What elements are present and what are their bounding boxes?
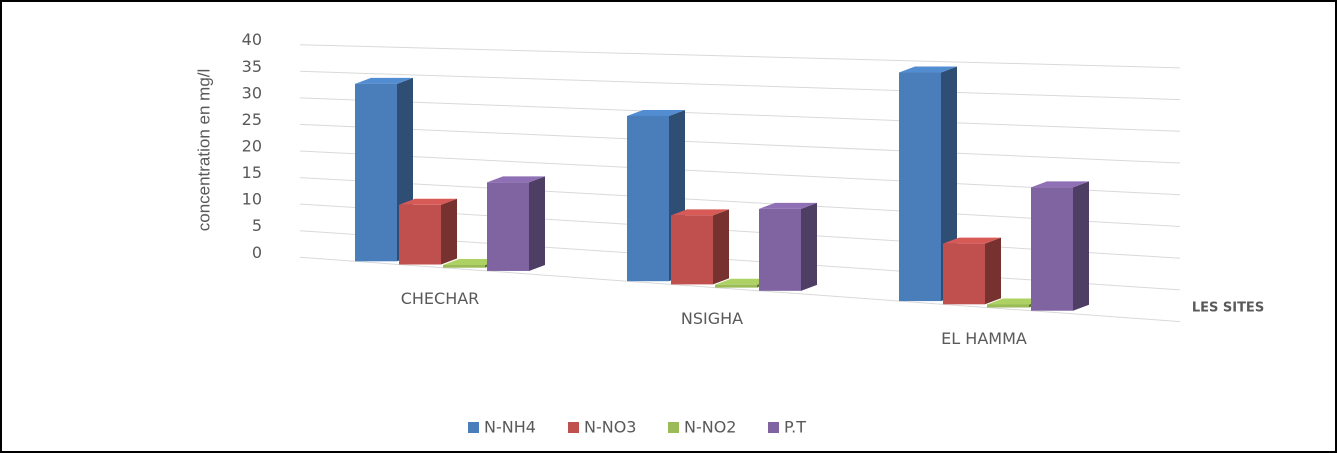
grid-line	[299, 123, 1181, 164]
y-tick-label: 10	[242, 190, 262, 209]
bar	[943, 243, 985, 305]
legend-swatch	[768, 422, 779, 433]
bar-side	[441, 198, 457, 265]
y-tick-label: 0	[252, 243, 262, 262]
bar-side	[801, 202, 817, 291]
bar-side	[985, 237, 1001, 305]
bar-3d	[759, 202, 817, 291]
bar-3d	[487, 176, 545, 271]
bar-side	[713, 209, 729, 285]
legend-label: P.T	[784, 418, 806, 437]
y-axis-title: concentration en mg/l	[194, 69, 213, 232]
x-tick-label: CHECHAR	[401, 289, 480, 308]
bar-3d	[399, 198, 457, 265]
bar-top	[671, 209, 729, 216]
legend-swatch	[568, 422, 579, 433]
grid-line	[299, 44, 1181, 69]
legend-label: N-NO2	[684, 418, 736, 437]
y-tick-label: 5	[252, 216, 262, 235]
bar	[487, 182, 529, 271]
legend-swatch	[668, 422, 679, 433]
bar-top	[899, 66, 957, 73]
bar-top	[943, 237, 1001, 244]
bar	[671, 215, 713, 285]
bar	[443, 264, 485, 268]
bar	[355, 83, 397, 262]
bar-top	[715, 278, 773, 285]
y-tick-label: 20	[242, 137, 262, 156]
grid-line	[299, 97, 1181, 132]
bar-top	[759, 202, 817, 209]
grid-line	[299, 70, 1181, 101]
y-tick-label: 15	[242, 163, 262, 182]
bar-top	[627, 109, 685, 116]
bar-top	[1031, 181, 1089, 188]
bar-top	[487, 176, 545, 183]
bar	[715, 284, 757, 288]
legend-label: N-NH4	[484, 418, 536, 437]
bar	[627, 115, 669, 282]
bar	[399, 204, 441, 265]
bar	[759, 208, 801, 291]
bar-3d	[1031, 181, 1089, 311]
y-tick-label: 40	[242, 30, 262, 49]
bar-top	[443, 258, 501, 265]
x-axis-title: LES SITES	[1192, 301, 1264, 316]
bar-top	[987, 298, 1045, 305]
bar-top	[399, 198, 457, 205]
legend-label: N-NO3	[584, 418, 636, 437]
bar	[1031, 187, 1073, 311]
y-tick-label: 30	[242, 83, 262, 102]
bar-side	[529, 176, 545, 271]
bar-3d	[943, 237, 1001, 305]
grid-line	[299, 256, 1181, 323]
y-tick-label: 35	[242, 57, 262, 76]
bar-top	[355, 77, 413, 84]
legend-swatch	[468, 422, 479, 433]
y-tick-label: 25	[242, 110, 262, 129]
bar	[987, 304, 1029, 308]
x-tick-label: EL HAMMA	[941, 329, 1027, 348]
bar	[899, 72, 941, 302]
bar-3d	[671, 209, 729, 285]
x-tick-label: NSIGHA	[681, 309, 743, 328]
bar-side	[1073, 181, 1089, 311]
